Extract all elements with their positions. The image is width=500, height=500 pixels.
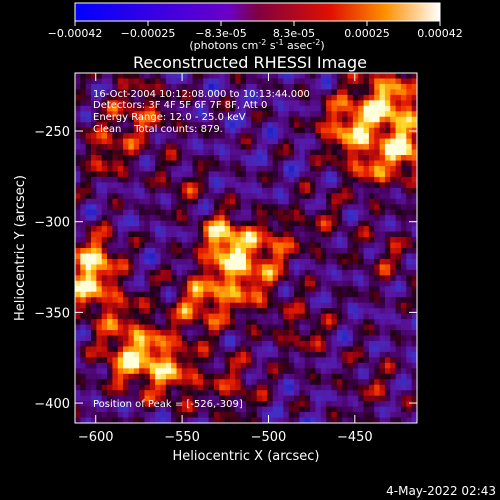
- x-tick-label: −600: [78, 430, 114, 445]
- colorbar-tick-label: −0.00042: [48, 27, 103, 40]
- colorbar-unit-label: (photons cm-2 s-1 asec-2): [189, 38, 324, 52]
- annotation-time: 16-Oct-2004 10:12:08.000 to 10:13:44.000: [93, 89, 310, 100]
- y-axis-label: Heliocentric Y (arcsec): [13, 175, 28, 321]
- colorbar-tick-label: 8.3e-05: [273, 27, 315, 40]
- colorbar-tick-label: 0.00042: [417, 27, 463, 40]
- plot-frame: [74, 72, 418, 424]
- timestamp: 4-May-2022 02:43: [386, 484, 496, 498]
- colorbar-tick-label: −8.3e-05: [195, 27, 246, 40]
- annotation-block: 16-Oct-2004 10:12:08.000 to 10:13:44.000…: [93, 89, 310, 410]
- annotation-energy: Energy Range: 12.0 - 25.0 keV: [93, 112, 246, 123]
- heatmap-image: [75, 73, 417, 423]
- y-tick-label: −350: [34, 306, 70, 321]
- colorbar-tick-label: 0.00025: [344, 27, 390, 40]
- x-tick-label: −450: [337, 430, 373, 445]
- y-tick-label: −250: [34, 125, 70, 140]
- chart-title: Reconstructed RHESSI Image: [133, 53, 367, 72]
- x-tick-label: −500: [251, 430, 287, 445]
- annotation-peak-position: Position of Peak = [-526,-309]: [93, 399, 243, 410]
- y-tick-label: −400: [34, 397, 70, 412]
- axes: −600 −550 −500 −450 −250 −300 −350 −400: [34, 73, 417, 445]
- x-axis-label: Heliocentric X (arcsec): [173, 449, 320, 464]
- colorbar-ticks: −0.00042 −0.00025 −8.3e-05 8.3e-05 0.00025 0.…: [48, 21, 463, 40]
- x-tick-label: −550: [164, 430, 200, 445]
- colorbar-tick-label: −0.00025: [121, 27, 176, 40]
- annotation-counts: Clean Total counts: 879.: [93, 124, 223, 135]
- annotation-detectors: Detectors: 3F 4F 5F 6F 7F 8F, Att 0: [93, 100, 267, 111]
- colorbar: [74, 2, 441, 22]
- y-tick-label: −300: [34, 216, 70, 231]
